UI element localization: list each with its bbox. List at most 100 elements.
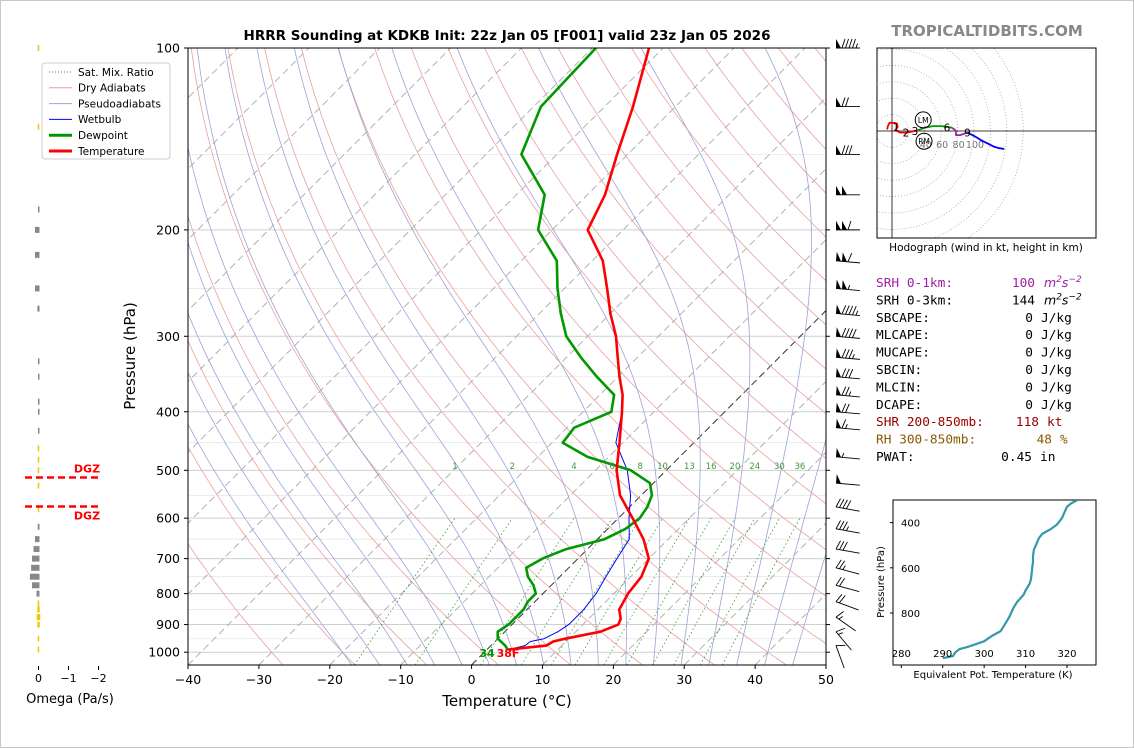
wind-barb-full [842, 541, 848, 551]
parameter-unit: m2s−2 [1044, 292, 1082, 307]
dry-adiabat-line [188, 215, 500, 665]
omega-panel: DGZ DGZ 0 −1 −2 Omega (Pa/s) [25, 45, 114, 707]
omega-bar [37, 482, 40, 489]
wind-barb-half [845, 423, 848, 429]
pseudo-adiabat-line [456, 48, 661, 665]
omega-bar [29, 573, 40, 580]
omega-bar [37, 456, 40, 463]
y-tick-label: 800 [156, 586, 180, 601]
parameter-value: 48 [1037, 433, 1052, 448]
chart-title: HRRR Sounding at KDKB Init: 22z Jan 05 [… [244, 28, 771, 44]
omega-bar [37, 506, 40, 513]
x-tick-label: −20 [317, 672, 343, 687]
wind-barb-flag [836, 327, 841, 337]
wind-barb-full [835, 611, 844, 618]
parameter-value: 0 [1025, 398, 1033, 413]
parameter-label: RH 300-850mb: [876, 433, 976, 448]
wind-barb-full [845, 368, 850, 378]
wind-barb-flag [836, 279, 841, 289]
hodograph-height-label: 3 [912, 126, 919, 138]
omega-bar [37, 445, 40, 452]
pseudo-adiabat-line [736, 48, 812, 665]
pseudo-adiabat-line [538, 48, 701, 665]
parameter-value: 100 [1012, 276, 1035, 291]
wind-barb-half [842, 565, 846, 570]
parameter-row: MLCAPE: 0 J/kg [876, 328, 1072, 343]
parameter-row: SRH 0-1km: 100 m2s−2 [876, 275, 1082, 291]
wind-barb-full [845, 386, 850, 396]
wind-barb [835, 611, 856, 632]
wind-barb [835, 385, 860, 398]
wind-barb [835, 559, 860, 575]
wind-barb-flag [836, 145, 841, 155]
dry-adiabat-line [337, 48, 826, 645]
hodograph-trace [966, 131, 1005, 150]
parameter-row: PWAT: 0.45 in [876, 450, 1055, 465]
wind-barb-shaft [835, 548, 860, 554]
wind-barb-full [845, 403, 850, 413]
dry-adiabat-line [300, 48, 787, 665]
wind-barb-full [839, 560, 845, 569]
wind-barb-flag [842, 220, 847, 230]
wind-barb-shaft [835, 601, 859, 611]
wind-barb-flag [836, 402, 841, 413]
wetbulb-profile-line [508, 48, 650, 651]
omega-bar [32, 582, 40, 589]
parameter-row: MLCIN: 0 J/kg [876, 380, 1072, 395]
mixing-ratio-label: 1 [452, 462, 457, 472]
wind-barb-full [839, 499, 845, 508]
y-tick-label: 1000 [148, 645, 180, 660]
wind-barb-half [855, 43, 858, 49]
dry-adiabat-line [447, 48, 826, 505]
hodograph-height-label: 9 [964, 128, 971, 140]
x-tick-label: −10 [387, 672, 413, 687]
wind-barb [836, 97, 860, 108]
pseudo-adiabat-line [338, 48, 599, 665]
parameter-label: SHR 200-850mb: [876, 415, 984, 430]
wind-barb-full [845, 145, 849, 155]
parameter-value: 0 [1025, 363, 1033, 378]
sounding-parameters: SRH 0-1km: 100 m2s−2 SRH 0-3km: 144 m2s−2 SBCA… [876, 275, 1082, 465]
wind-barb-full [835, 577, 842, 586]
omega-bar [38, 358, 40, 365]
wind-barb-full [845, 38, 849, 49]
wind-barb-full [835, 627, 845, 633]
isotherm-line [188, 48, 522, 383]
parameter-value: 0 [1025, 311, 1033, 326]
mixing-ratio-label: 6 [609, 462, 614, 472]
wind-barb-full [835, 540, 841, 550]
wind-barb-full [845, 500, 852, 510]
wind-barb-full [848, 145, 853, 155]
omega-bar [37, 467, 40, 474]
wind-barb-flag [836, 304, 841, 314]
theta-e-line [942, 500, 1078, 660]
wind-barb-shaft [835, 584, 860, 592]
hodograph-ring-label: 100 [966, 140, 984, 151]
isotherm-line [258, 97, 826, 665]
omega-bar [36, 590, 40, 597]
wind-barb-flag [836, 474, 841, 484]
dry-adiabat-line [264, 48, 715, 665]
mixing-ratio-line [699, 518, 780, 665]
omega-bar [38, 398, 40, 405]
omega-bar [35, 226, 40, 233]
wind-barb [835, 594, 859, 611]
y-tick-label: 200 [156, 222, 180, 237]
wind-barb-half [852, 354, 855, 359]
wind-barb-flag [836, 385, 841, 396]
wind-barb [835, 540, 860, 554]
theta-e-y-tick-label: 800 [901, 609, 920, 620]
wind-barb-flag [836, 39, 841, 48]
skewt-y-axis-label: Pressure (hPa) [121, 302, 139, 410]
omega-bar [37, 621, 40, 628]
mixing-ratio-line [480, 517, 575, 665]
parameter-unit: J/kg [1041, 328, 1072, 343]
parameter-label: PWAT: [876, 450, 915, 465]
omega-bar [37, 523, 40, 530]
legend-label: Pseudoadiabats [78, 98, 161, 110]
wind-barb [835, 627, 852, 651]
hodograph-height-label: 1 [893, 122, 900, 134]
theta-e-x-tick-label: 300 [975, 649, 994, 660]
hodograph-ring-label: 40 [920, 140, 932, 151]
isotherm-line [188, 48, 806, 665]
